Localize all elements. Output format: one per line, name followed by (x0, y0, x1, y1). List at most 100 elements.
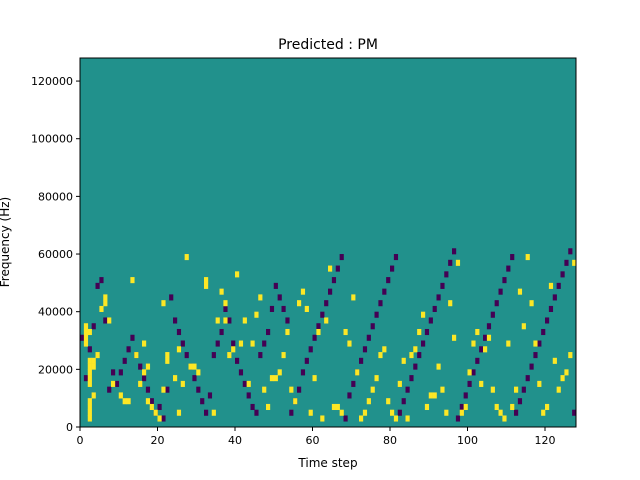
heatmap-cell-low (331, 277, 337, 284)
heatmap-cell-high (196, 369, 201, 376)
heatmap-cell-low (463, 392, 468, 399)
heatmap-cell-high (176, 409, 182, 416)
heatmap-cell-low (324, 300, 329, 307)
heatmap-cell-high (87, 375, 92, 382)
heatmap-cell-low (440, 282, 445, 289)
heatmap-cell-low (452, 248, 457, 255)
heatmap-cell-low (235, 357, 240, 364)
heatmap-cell-high (405, 415, 410, 422)
heatmap-cell-high (99, 305, 104, 312)
heatmap-cell-low (297, 386, 302, 393)
y-tick-label: 60000 (38, 248, 73, 261)
heatmap-cell-low (455, 415, 461, 422)
heatmap-cell-high (463, 403, 468, 411)
heatmap-cell-low (552, 294, 557, 301)
heatmap-cell-low (289, 409, 294, 416)
heatmap-cell-high (161, 300, 166, 307)
heatmap-cell-high (285, 328, 290, 336)
heatmap-cell-low (560, 271, 565, 278)
heatmap-cell-high (91, 363, 96, 370)
heatmap-cell-high (142, 369, 147, 376)
heatmap-cell-high (262, 386, 267, 393)
heatmap-cell-low (316, 323, 321, 330)
heatmap-cell-low (413, 363, 418, 370)
heatmap-cell-low (498, 288, 503, 295)
heatmap-cell-high (95, 352, 100, 359)
heatmap-cell-low (207, 392, 213, 399)
heatmap-cell-low (91, 323, 96, 330)
heatmap-cell-low (366, 334, 371, 341)
heatmap-cell-high (545, 403, 550, 411)
y-tick-label: 100000 (31, 133, 73, 146)
heatmap-cell-low (490, 311, 495, 318)
heatmap-cell-high (87, 380, 92, 387)
heatmap-cell-high (145, 398, 151, 405)
x-tick-label: 80 (383, 434, 397, 447)
y-axis-label: Frequency (Hz) (0, 197, 12, 288)
heatmap-cell-low (111, 369, 116, 376)
heatmap-cell-low (180, 340, 185, 347)
heatmap-cell-low (347, 392, 352, 399)
x-tick-label: 20 (151, 434, 165, 447)
chart-title: Predicted : PM (278, 37, 378, 53)
heatmap-cell-high (564, 369, 569, 376)
heatmap-cell-high (339, 409, 344, 416)
x-tick-label: 60 (306, 434, 320, 447)
heatmap-cell-low (107, 386, 112, 393)
heatmap-cell-low (300, 369, 306, 376)
heatmap-background (80, 58, 576, 427)
heatmap-cell-high (440, 386, 445, 393)
heatmap-cell-low (514, 409, 519, 416)
heatmap-cell-low (335, 265, 340, 272)
heatmap-cell-high (211, 409, 216, 416)
heatmap-cell-high (382, 346, 387, 353)
heatmap-cell-high (238, 340, 244, 347)
heatmap-cell-low (122, 357, 127, 364)
heatmap-cell-low (246, 392, 251, 399)
heatmap-cells (80, 248, 576, 422)
heatmap-cell-low (448, 259, 453, 266)
heatmap-cell-low (196, 386, 201, 393)
heatmap-cell-low (99, 277, 104, 284)
heatmap-cell-low (405, 386, 410, 393)
y-tick-label: 20000 (38, 363, 73, 376)
heatmap-cell-low (103, 317, 108, 324)
heatmap-cell-high (393, 415, 399, 422)
heatmap-cell-high (529, 300, 534, 307)
heatmap-cell-high (165, 357, 170, 364)
heatmap-cell-high (235, 271, 240, 278)
heatmap-cell-high (521, 323, 526, 330)
heatmap-cell-low (378, 300, 383, 307)
heatmap-cell-low (428, 317, 433, 324)
heatmap-cell-low (424, 328, 430, 336)
heatmap-cell-high (87, 363, 92, 370)
heatmap-cell-high (390, 409, 395, 416)
heatmap-cell-low (529, 363, 534, 370)
heatmap-cell-high (366, 398, 371, 405)
heatmap-cell-high (134, 352, 139, 359)
heatmap-cell-low (80, 334, 85, 341)
heatmap-cell-low (269, 305, 275, 312)
heatmap-cell-high (517, 288, 523, 295)
heatmap-cell-low (506, 265, 511, 272)
heatmap-cell-high (459, 409, 464, 416)
x-tick-label: 100 (457, 434, 478, 447)
heatmap-cell-high (111, 380, 116, 387)
heatmap-cell-low (304, 357, 309, 364)
heatmap-cell-high (297, 300, 302, 307)
heatmap-cell-high (312, 375, 317, 382)
heatmap-cell-high (343, 328, 348, 336)
heatmap-cell-high (188, 363, 193, 370)
x-tick-label: 120 (535, 434, 556, 447)
heatmap-cell-high (448, 300, 453, 307)
heatmap-cell-low (494, 300, 499, 307)
heatmap-cell-high (91, 392, 96, 399)
heatmap-cell-low (130, 334, 135, 341)
heatmap-cell-low (312, 334, 317, 341)
heatmap-cell-low (397, 409, 402, 416)
heatmap-cell-high (328, 265, 333, 272)
heatmap-cell-high (444, 409, 449, 416)
heatmap-cell-high (269, 375, 275, 382)
heatmap-cell-low (502, 277, 507, 284)
heatmap-cell-high (324, 317, 329, 324)
